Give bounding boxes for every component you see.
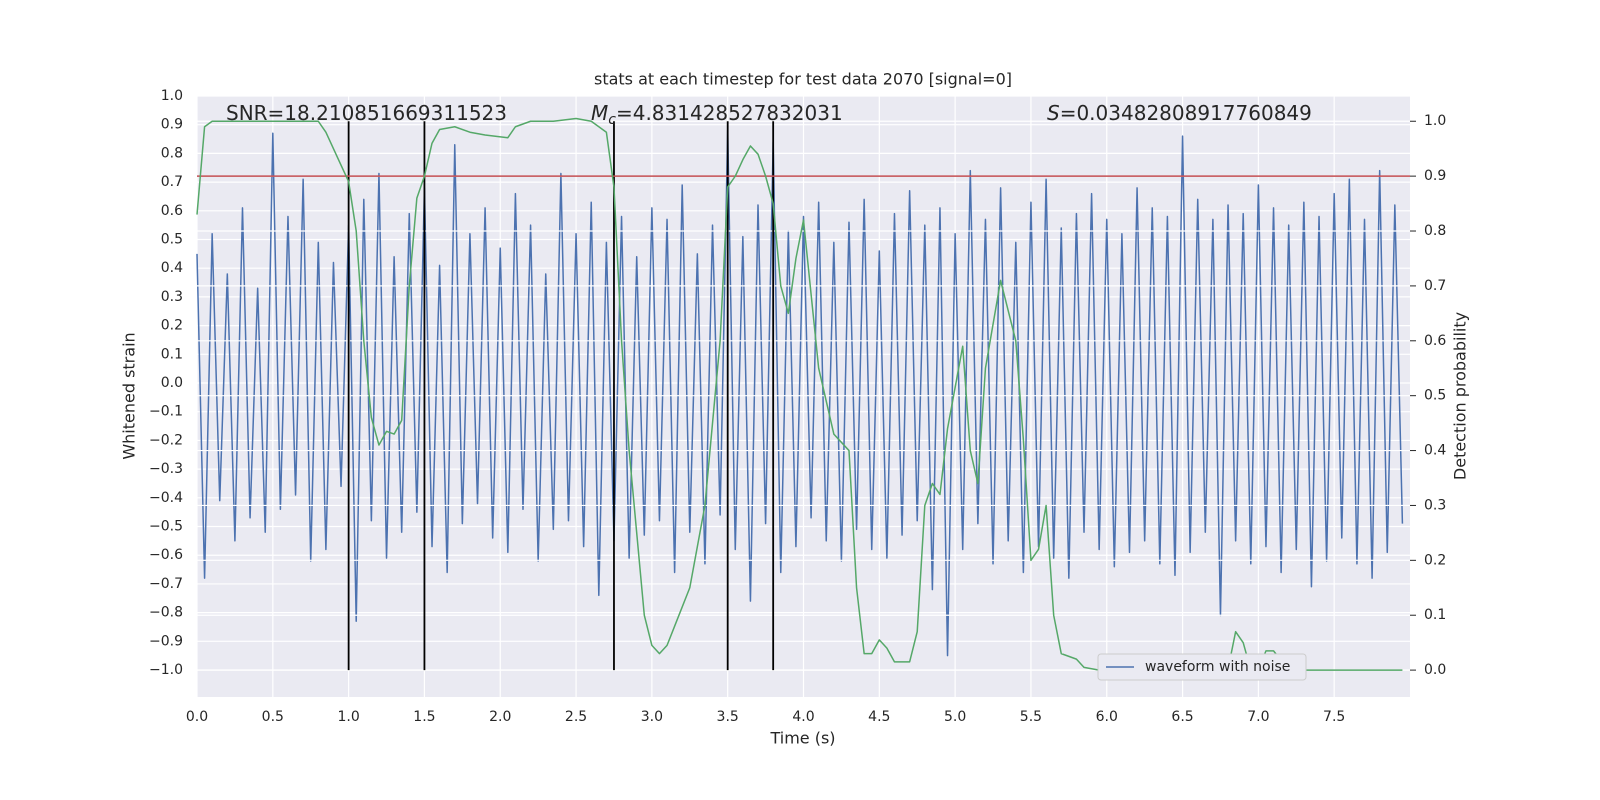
x-tick-label: 6.0 — [1096, 709, 1118, 725]
chart-title: stats at each timestep for test data 207… — [594, 70, 1012, 89]
y2-tick-label: 1.0 — [1424, 113, 1446, 129]
y-tick-label: −0.2 — [149, 432, 183, 448]
y-tick-label: −0.8 — [149, 605, 183, 621]
y-tick-label: 0.2 — [161, 318, 183, 334]
y2-tick-label: 0.3 — [1424, 497, 1446, 513]
annotation: Mc=4.831428527832031 — [591, 101, 843, 129]
series-line — [196, 117, 1403, 671]
y2-tick-label: 0.4 — [1424, 443, 1446, 459]
annotation: SNR=18.210851669311523 — [226, 101, 507, 125]
legend-box — [1097, 653, 1307, 681]
series-line — [196, 129, 1404, 657]
y-tick-label: 0.6 — [161, 203, 183, 219]
y-tick-label: 0.5 — [161, 232, 183, 248]
y-tick-label: 1.0 — [161, 88, 183, 104]
y2-tick-label: 0.6 — [1424, 333, 1446, 349]
x-tick-label: 0.5 — [262, 709, 284, 725]
x-tick-label: 6.5 — [1171, 709, 1193, 725]
x-tick-label: 1.0 — [337, 709, 359, 725]
y2-tick-label: 0.1 — [1424, 607, 1446, 623]
y-tick-label: 0.3 — [161, 289, 183, 305]
x-tick-label: 1.5 — [413, 709, 435, 725]
y2-tick-label: 0.0 — [1424, 662, 1446, 678]
y-tick-label: −0.9 — [149, 633, 183, 649]
legend-label: waveform with noise — [1145, 659, 1290, 675]
y-tick-label: −0.7 — [149, 576, 183, 592]
y2-axis-label: Detection probability — [1451, 312, 1470, 480]
y-tick-label: −0.3 — [149, 461, 183, 477]
y-tick-label: −1.0 — [149, 662, 183, 678]
x-tick-label: 7.5 — [1323, 709, 1345, 725]
x-tick-label: 7.0 — [1247, 709, 1269, 725]
x-tick-label: 2.5 — [565, 709, 587, 725]
y-tick-label: −0.5 — [149, 519, 183, 535]
x-tick-label: 3.5 — [717, 709, 739, 725]
annotation-symbol: S — [1047, 101, 1060, 125]
y-tick-label: −0.1 — [149, 404, 183, 420]
x-tick-label: 5.0 — [944, 709, 966, 725]
y-tick-label: 0.7 — [161, 174, 183, 190]
x-axis-label: Time (s) — [769, 729, 835, 748]
annotation-subscript: c — [608, 112, 616, 128]
y-axis-label: Whitened strain — [120, 332, 139, 459]
x-tick-label: 3.0 — [641, 709, 663, 725]
y-tick-label: −0.4 — [149, 490, 183, 506]
annotation-text: =0.03482808917760849 — [1060, 101, 1312, 125]
x-tick-label: 0.0 — [186, 709, 208, 725]
x-tick-label: 2.0 — [489, 709, 511, 725]
y-tick-label: 0.1 — [161, 346, 183, 362]
annotation-symbol: M — [591, 101, 608, 125]
y2-tick-label: 0.2 — [1424, 552, 1446, 568]
x-tick-label: 5.5 — [1020, 709, 1042, 725]
annotation-text: =4.831428527832031 — [616, 101, 843, 125]
y2-tick-label: 0.7 — [1424, 278, 1446, 294]
y-tick-label: −0.6 — [149, 547, 183, 563]
y-tick-label: 0.8 — [161, 145, 183, 161]
x-tick-label: 4.0 — [792, 709, 814, 725]
y-tick-label: 0.4 — [161, 260, 183, 276]
y2-tick-label: 0.8 — [1424, 223, 1446, 239]
x-tick-label: 4.5 — [868, 709, 890, 725]
y-tick-label: 0.0 — [161, 375, 183, 391]
y-tick-label: 0.9 — [161, 117, 183, 133]
annotation: S=0.03482808917760849 — [1047, 101, 1312, 125]
y2-tick-label: 0.9 — [1424, 168, 1446, 184]
annotation-text: SNR=18.210851669311523 — [226, 101, 507, 125]
y2-tick-label: 0.5 — [1424, 388, 1446, 404]
